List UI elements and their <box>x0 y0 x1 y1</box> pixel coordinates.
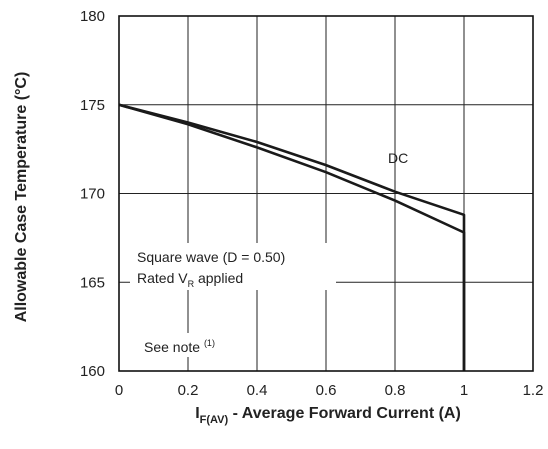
series-lines <box>118 103 466 371</box>
x-tick-label: 0 <box>115 382 123 399</box>
y-axis-label: Allowable Case Temperature (°C) <box>13 72 30 323</box>
grid <box>119 16 533 371</box>
see-note-label: See note (1) <box>144 338 215 355</box>
y-axis-ticks: 160 165 170 175 180 <box>80 8 105 380</box>
x-tick-label: 0.6 <box>316 382 337 399</box>
y-tick-label: 165 <box>80 274 105 291</box>
see-note-text: See note <box>144 339 204 355</box>
y-tick-label: 160 <box>80 363 105 380</box>
rated-vr-text-rest: applied <box>194 270 243 286</box>
annotation-background <box>140 333 240 357</box>
rated-vr-text: Rated V <box>137 270 188 286</box>
y-tick-label: 170 <box>80 186 105 203</box>
square-wave-label: Square wave (D = 0.50) <box>137 249 285 265</box>
x-axis-label-main: I <box>195 405 199 422</box>
rated-vr-label: Rated VR applied <box>137 270 243 289</box>
rated-vr-subscript: R <box>188 279 195 289</box>
x-tick-label: 0.8 <box>385 382 406 399</box>
y-tick-label: 180 <box>80 8 105 25</box>
dc-label: DC <box>388 150 408 166</box>
x-tick-label: 1.2 <box>523 382 544 399</box>
y-tick-label: 175 <box>80 97 105 114</box>
series-line-1 <box>118 103 466 371</box>
x-tick-label: 0.2 <box>178 382 199 399</box>
x-axis-label-rest: - Average Forward Current (A) <box>228 405 461 422</box>
series-line-0 <box>118 103 466 371</box>
x-tick-label: 1 <box>460 382 468 399</box>
x-axis-label-subscript: F(AV) <box>200 414 229 426</box>
x-tick-label: 0.4 <box>247 382 268 399</box>
annotation-background <box>130 243 336 290</box>
x-axis-ticks: 0 0.2 0.4 0.6 0.8 1 1.2 <box>115 382 544 399</box>
x-axis-label: IF(AV) - Average Forward Current (A) <box>195 405 461 426</box>
see-note-superscript: (1) <box>204 338 215 348</box>
plot-frame <box>118 15 534 372</box>
